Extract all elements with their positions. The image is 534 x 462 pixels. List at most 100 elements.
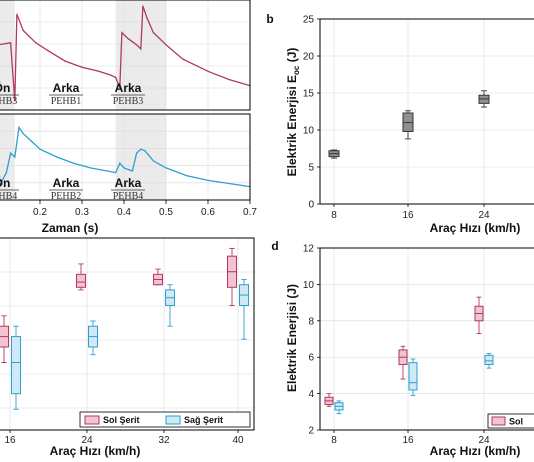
box-b-1 bbox=[402, 110, 414, 140]
x-tick-label-a-5: 0.7 bbox=[243, 207, 257, 218]
data-point-a-bottom bbox=[106, 170, 108, 172]
y-axis-title-d: Elektrik Enerjisi (J) bbox=[285, 284, 299, 392]
y-tick-label-b-4: 20 bbox=[303, 52, 315, 63]
legend-swatch-c-0 bbox=[84, 415, 100, 425]
data-point-a-bottom bbox=[5, 172, 7, 174]
box-d-1-0 bbox=[334, 400, 344, 415]
data-point-a-bottom bbox=[56, 156, 58, 158]
box-c-0-0 bbox=[0, 315, 9, 363]
x-tick-label-d-2: 24 bbox=[478, 435, 490, 446]
data-point-a-bottom bbox=[39, 148, 41, 150]
box-b-0 bbox=[328, 149, 340, 159]
x-tick-label-b-1: 16 bbox=[402, 210, 414, 221]
data-point-a-bottom bbox=[186, 175, 188, 177]
box-d-1-1 bbox=[408, 358, 418, 396]
data-point-a-bottom bbox=[89, 167, 91, 169]
annotation-label-a-top-1: Arka bbox=[53, 81, 80, 95]
data-point-a-bottom bbox=[18, 126, 20, 128]
x-tick-label-a-3: 0.5 bbox=[159, 207, 173, 218]
y-tick-label-b-5: 25 bbox=[303, 15, 315, 26]
box-c-1-3 bbox=[239, 279, 249, 340]
y-tick-label-b-1: 5 bbox=[308, 163, 314, 174]
y-tick-label-d-3: 8 bbox=[308, 316, 314, 327]
box-d-1-2 bbox=[484, 353, 494, 369]
data-point-a-top bbox=[207, 70, 209, 72]
annotation-label-a-top-2: Arka bbox=[115, 81, 142, 95]
data-point-a-bottom bbox=[127, 168, 129, 171]
y-axis-title-b: Elektrik Enerjisi Eoc (J) bbox=[285, 48, 301, 177]
data-point-a-top bbox=[165, 44, 167, 46]
data-point-a-bottom bbox=[123, 167, 125, 169]
data-point-a-top bbox=[115, 76, 117, 79]
data-point-a-top bbox=[81, 66, 83, 68]
data-point-a-bottom bbox=[73, 162, 75, 164]
data-point-a-top bbox=[35, 42, 37, 44]
annotation-label-a-bottom-2: Arka bbox=[115, 176, 142, 190]
annotation-label-a-bottom-0: Ön bbox=[0, 175, 10, 190]
y-tick-label-d-2: 6 bbox=[308, 353, 314, 364]
legend-swatch-d-0 bbox=[491, 416, 506, 426]
shaded-region-a-top-0 bbox=[0, 0, 15, 110]
data-point-a-top bbox=[182, 58, 184, 60]
data-point-a-bottom bbox=[14, 156, 16, 158]
data-point-a-top bbox=[47, 50, 50, 52]
data-point-a-top bbox=[146, 17, 148, 19]
x-tick-label-a-2: 0.4 bbox=[117, 207, 131, 218]
box-b-2 bbox=[478, 90, 490, 108]
box-c-1-0 bbox=[11, 325, 21, 410]
annotation-sub-a-top-2: PEHB3 bbox=[113, 96, 144, 107]
y-tick-label-b-2: 10 bbox=[303, 126, 315, 137]
x-tick-label-c-1: 24 bbox=[81, 435, 93, 446]
x-tick-label-c-0: 16 bbox=[4, 435, 16, 446]
x-tick-label-a-1: 0.3 bbox=[75, 207, 89, 218]
data-point-a-top bbox=[110, 74, 112, 76]
data-point-a-bottom bbox=[22, 133, 24, 135]
x-axis-title-a: Zaman (s) bbox=[42, 221, 99, 235]
box-d-0-1 bbox=[398, 345, 408, 380]
box-d-0-2 bbox=[474, 296, 484, 334]
data-point-a-bottom bbox=[31, 140, 33, 142]
box-c-0-3 bbox=[227, 247, 237, 306]
data-point-a-top bbox=[64, 60, 66, 62]
box-d-1-2-body bbox=[484, 354, 494, 365]
data-point-a-top bbox=[136, 44, 138, 46]
x-tick-label-b-0: 8 bbox=[331, 210, 337, 221]
data-point-a-bottom bbox=[136, 152, 138, 154]
y-tick-label-b-0: 0 bbox=[308, 200, 314, 211]
y-tick-label-d-4: 10 bbox=[303, 280, 315, 291]
legend-swatch-c-1 bbox=[165, 415, 181, 425]
y-tick-label-b-3: 15 bbox=[303, 89, 315, 100]
x-tick-label-d-0: 8 bbox=[331, 435, 337, 446]
legend-label-d-0: Sol bbox=[509, 417, 523, 427]
data-point-a-top bbox=[98, 70, 100, 72]
data-point-a-bottom bbox=[131, 170, 133, 172]
data-point-a-top bbox=[127, 38, 129, 40]
panel-label-d: d bbox=[271, 239, 278, 253]
box-d-1-1-body bbox=[408, 362, 418, 391]
data-point-a-top bbox=[121, 31, 123, 34]
data-point-a-top bbox=[10, 42, 12, 44]
data-point-a-bottom bbox=[152, 160, 154, 162]
annotation-sub-a-bottom-0: PEHB4 bbox=[0, 191, 17, 202]
x-axis-title-d: Araç Hızı (km/h) bbox=[430, 444, 521, 458]
box-c-0-2 bbox=[153, 268, 163, 286]
annotation-sub-a-bottom-1: PEHB2 bbox=[51, 191, 82, 202]
x-axis-title-c: Araç Hızı (km/h) bbox=[50, 444, 141, 458]
box-c-1-1 bbox=[88, 320, 98, 356]
x-tick-label-b-2: 24 bbox=[478, 210, 490, 221]
box-c-0-1-body bbox=[76, 273, 86, 288]
annotation-label-a-bottom-1: Arka bbox=[53, 176, 80, 190]
y-tick-label-d-0: 2 bbox=[308, 426, 314, 437]
box-c-1-0-body bbox=[11, 336, 21, 395]
plot-frame-c bbox=[0, 237, 255, 431]
annotation-sub-a-bottom-2: PEHB4 bbox=[113, 191, 144, 202]
data-point-a-top bbox=[119, 87, 121, 89]
data-point-a-top bbox=[16, 13, 18, 15]
data-point-a-top bbox=[142, 5, 144, 7]
plot-frame-a-top bbox=[0, 0, 251, 111]
data-point-a-top bbox=[22, 29, 24, 32]
data-point-a-bottom bbox=[140, 148, 142, 150]
data-point-a-top bbox=[140, 48, 142, 50]
data-point-a-bottom bbox=[165, 167, 167, 169]
data-point-a-top bbox=[14, 100, 16, 102]
